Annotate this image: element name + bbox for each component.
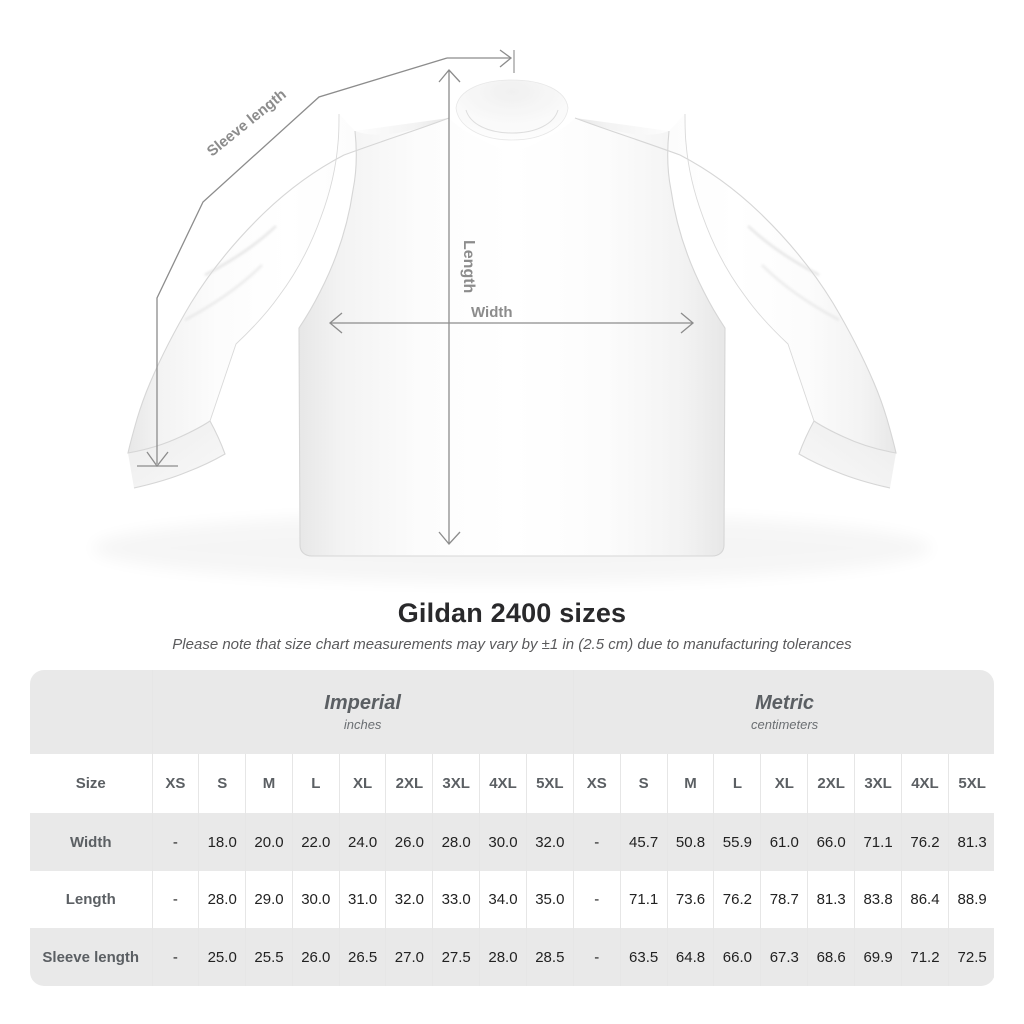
svg-text:Length: Length [460, 240, 477, 293]
svg-text:Sleeve length: Sleeve length [204, 86, 290, 160]
svg-text:Width: Width [471, 304, 513, 321]
